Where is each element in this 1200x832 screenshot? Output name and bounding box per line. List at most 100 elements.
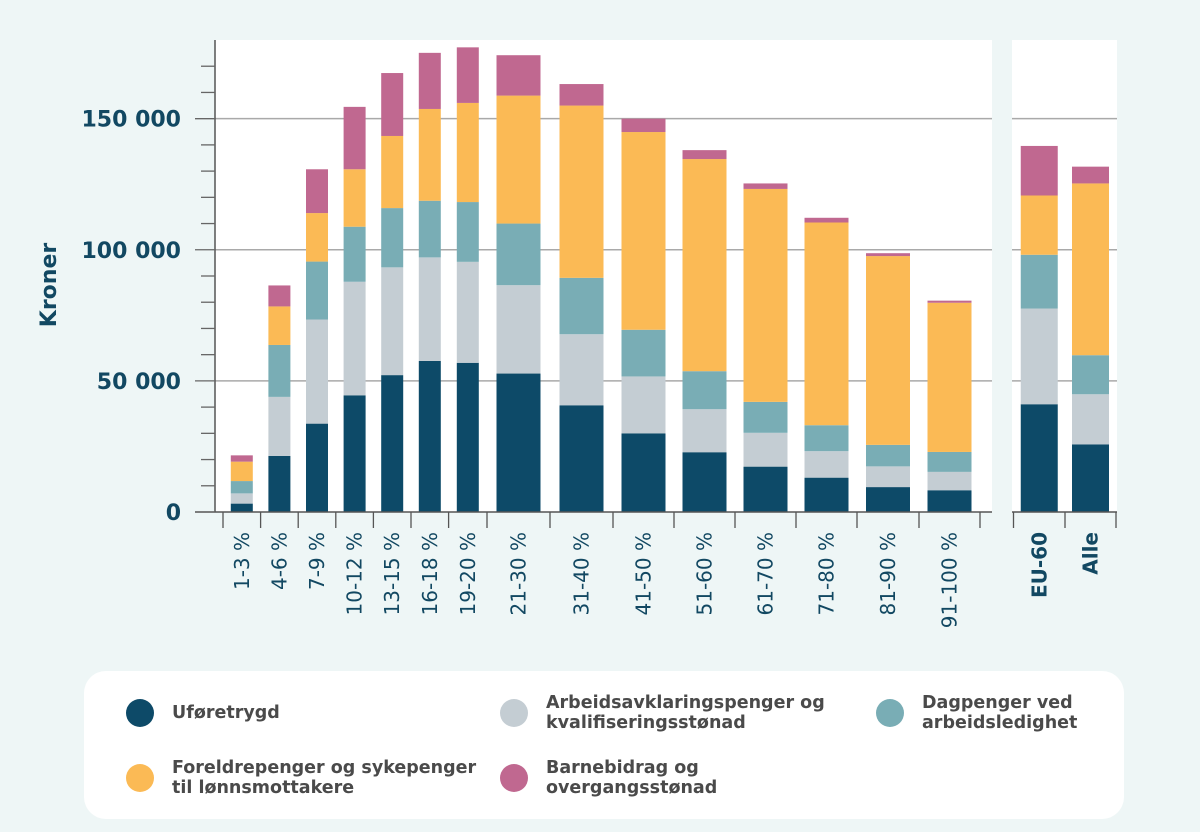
bar-segment xyxy=(1072,355,1109,395)
bar-segment xyxy=(804,451,849,478)
bar-segment xyxy=(456,261,479,363)
bar-segment xyxy=(456,362,479,512)
x-tick-label: 13-15 % xyxy=(380,532,404,615)
bar-segment xyxy=(804,425,849,452)
x-tick-label: 31-40 % xyxy=(570,532,594,615)
bar-segment xyxy=(743,401,788,433)
stacked-bar-chart: 0 50 000 100 000 150 000 1-3 % 4-6 % 7-9 % 10-… xyxy=(37,40,1117,628)
x-tick-label: 81-90 % xyxy=(876,532,900,615)
bar-segment xyxy=(1072,183,1109,356)
legend-label: Arbeidsavklaringspenger og kvalifisering… xyxy=(546,693,825,733)
bar-segment xyxy=(496,55,541,96)
legend-item-arbeidsavklaringspenger: Arbeidsavklaringspenger og kvalifisering… xyxy=(500,693,876,733)
bar-segment xyxy=(927,300,972,303)
bar-segment xyxy=(230,493,253,504)
bar-segment xyxy=(268,306,291,345)
bar-segment xyxy=(682,452,727,512)
bar-segment xyxy=(743,183,788,189)
bar-segment xyxy=(343,106,366,170)
bar-segment xyxy=(621,433,666,512)
bar-segment xyxy=(866,444,910,467)
bar-segment xyxy=(418,52,441,109)
bar-segment xyxy=(559,84,604,106)
bar-stack xyxy=(496,55,541,512)
x-tick-label: EU-60 xyxy=(1027,532,1051,598)
legend-item-uforetrygd: Uføretrygd xyxy=(126,699,502,727)
bar-segment xyxy=(682,150,727,160)
bar-segment xyxy=(743,466,788,512)
bar-segment xyxy=(343,395,366,512)
bar-segment xyxy=(268,285,291,307)
bar-stack xyxy=(682,150,727,512)
bar-segment xyxy=(1020,308,1058,405)
x-tick-label: 19-20 % xyxy=(456,532,480,615)
bar-segment xyxy=(927,471,972,491)
legend-swatch-icon xyxy=(126,764,154,792)
bar-stack xyxy=(456,47,479,512)
bar-segment xyxy=(1072,444,1109,512)
bar-segment xyxy=(230,481,253,494)
bar-segment xyxy=(927,451,972,472)
bar-segment xyxy=(381,375,404,512)
bar-segment xyxy=(866,487,910,512)
bar-segment xyxy=(381,73,404,136)
bar-stack xyxy=(927,300,972,512)
bar-segment xyxy=(621,376,666,434)
bar-segment xyxy=(559,405,604,512)
bar-segment xyxy=(418,200,441,258)
bar-segment xyxy=(418,108,441,201)
bar-segment xyxy=(621,329,666,377)
x-tick-label: 41-50 % xyxy=(632,532,656,615)
y-tick-label: 0 xyxy=(166,501,181,526)
bar-segment xyxy=(682,159,727,372)
bar-stack xyxy=(230,455,253,512)
bar-segment xyxy=(559,105,604,278)
x-tick-label: Alle xyxy=(1079,532,1103,575)
x-tick-label: 21-30 % xyxy=(507,532,531,615)
x-tick-label: 16-18 % xyxy=(418,532,442,615)
bar-segment xyxy=(268,396,291,456)
bar-stack xyxy=(418,52,441,512)
bar-segment xyxy=(306,261,328,320)
bar-stack xyxy=(343,106,366,512)
bar-segment xyxy=(306,423,328,512)
legend-label: Foreldrepenger og sykepenger til lønnsmo… xyxy=(172,758,477,798)
bar-segment xyxy=(496,285,541,374)
bar-segment xyxy=(804,217,849,223)
bar-stack xyxy=(268,285,291,512)
bar-segment xyxy=(743,188,788,402)
bar-segment xyxy=(682,409,727,453)
bar-segment xyxy=(306,169,328,214)
legend-swatch-icon xyxy=(876,699,904,727)
bar-segment xyxy=(866,253,910,257)
bar-segment xyxy=(343,226,366,282)
bar-segment xyxy=(927,490,972,512)
legend-item-foreldrepenger: Foreldrepenger og sykepenger til lønnsmo… xyxy=(126,758,502,798)
bar-segment xyxy=(866,466,910,488)
bar-segment xyxy=(1072,166,1109,184)
legend: Uføretrygd Arbeidsavklaringspenger og kv… xyxy=(84,671,1124,819)
x-tick-label: 51-60 % xyxy=(693,532,717,615)
x-axis-ticks: 1-3 % 4-6 % 7-9 % 10-12 % 13-15 % 16-18 % 19-2… xyxy=(222,512,1117,628)
bars xyxy=(230,47,1109,512)
bar-segment xyxy=(1020,404,1058,512)
bar-stack xyxy=(743,183,788,512)
bar-segment xyxy=(621,118,666,133)
bar-segment xyxy=(1020,145,1058,196)
bar-segment xyxy=(381,208,404,268)
bar-segment xyxy=(496,95,541,224)
bar-segment xyxy=(343,169,366,227)
bar-segment xyxy=(343,281,366,396)
legend-label: Uføretrygd xyxy=(172,703,280,723)
bar-segment xyxy=(496,223,541,286)
legend-item-dagpenger: Dagpenger ved arbeidsledighet xyxy=(876,693,1200,733)
bar-stack xyxy=(1020,145,1058,512)
bar-segment xyxy=(306,213,328,262)
y-tick-label: 100 000 xyxy=(81,239,181,264)
bar-stack xyxy=(866,253,910,512)
bar-segment xyxy=(230,503,253,512)
bar-segment xyxy=(1072,394,1109,445)
y-axis-title: Kroner xyxy=(37,243,62,328)
y-axis-ticks: 0 50 000 100 000 150 000 xyxy=(81,65,215,526)
bar-segment xyxy=(381,135,404,209)
